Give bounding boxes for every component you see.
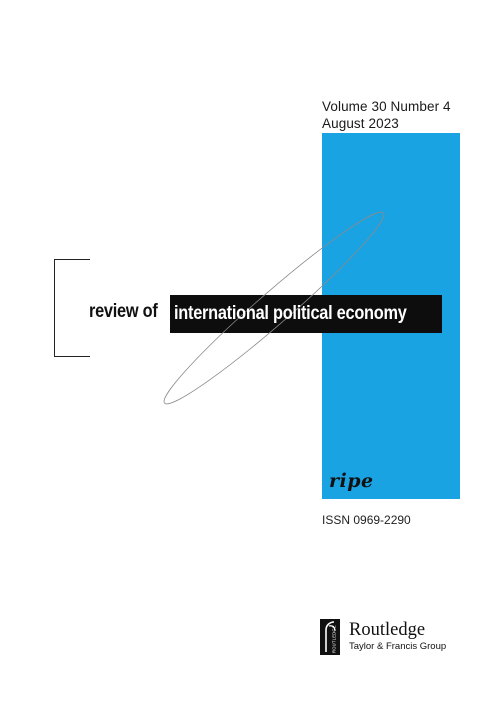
issn-text: ISSN 0969-2290 xyxy=(322,513,411,527)
left-bracket-decoration xyxy=(54,259,90,357)
title-highlight-text: international political economy xyxy=(174,303,407,324)
publisher-logo-vertical-text: ROUTLEDGE xyxy=(332,625,337,653)
publisher-logo: ROUTLEDGE Routledge Taylor & Francis Gro… xyxy=(320,619,460,659)
issue-info: Volume 30 Number 4 August 2023 xyxy=(322,98,451,132)
publisher-group: Taylor & Francis Group xyxy=(349,641,447,652)
title-prefix: review of xyxy=(89,301,158,322)
ripe-logo: ripe xyxy=(329,470,374,492)
publisher-name: Routledge xyxy=(349,620,426,640)
issue-date-text: August 2023 xyxy=(322,116,399,131)
volume-number-text: Volume 30 Number 4 xyxy=(322,99,451,114)
routledge-logo-icon: ROUTLEDGE xyxy=(320,619,340,655)
